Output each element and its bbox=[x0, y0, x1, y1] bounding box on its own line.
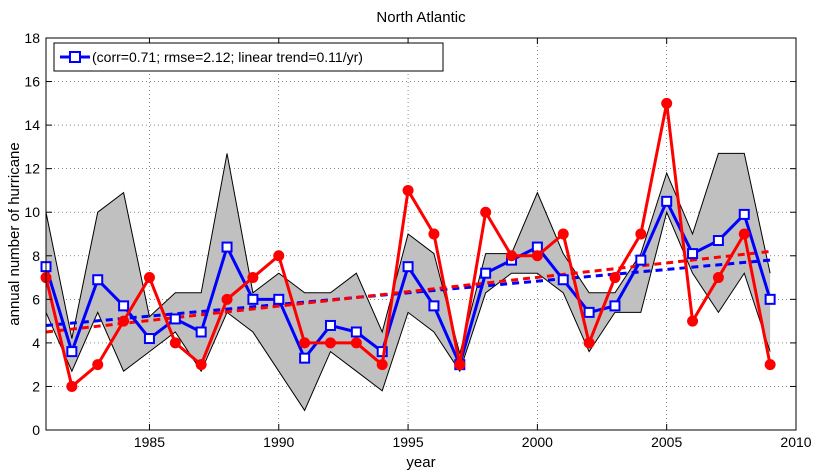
data-point-red bbox=[661, 97, 673, 109]
data-point-blue bbox=[583, 306, 595, 318]
x-tick-label: 2010 bbox=[780, 434, 811, 450]
data-point-red bbox=[609, 272, 621, 284]
series-blue bbox=[40, 195, 776, 371]
series-red bbox=[40, 97, 776, 392]
data-point-red bbox=[428, 228, 440, 240]
data-point-blue bbox=[169, 313, 181, 325]
data-point-blue bbox=[687, 248, 699, 260]
data-point-red bbox=[195, 359, 207, 371]
y-tick-label: 14 bbox=[24, 117, 40, 133]
band-upper-edge bbox=[45, 152, 771, 354]
data-point-red bbox=[712, 272, 724, 284]
data-point-red bbox=[635, 228, 647, 240]
x-tick-label: 1995 bbox=[392, 434, 423, 450]
data-point-blue bbox=[531, 241, 543, 253]
legend: (corr=0.71; rmse=2.12; linear trend=0.11… bbox=[53, 42, 444, 72]
data-point-red bbox=[402, 184, 414, 196]
x-tick-label: 2000 bbox=[522, 434, 553, 450]
y-tick-label: 4 bbox=[32, 335, 40, 351]
x-tick-label: 1990 bbox=[263, 434, 294, 450]
data-point-blue bbox=[402, 261, 414, 273]
data-point-red bbox=[687, 315, 699, 327]
data-point-blue bbox=[195, 326, 207, 338]
data-point-blue bbox=[661, 195, 673, 207]
data-point-blue bbox=[350, 326, 362, 338]
data-point-blue bbox=[143, 333, 155, 345]
x-axis-title: year bbox=[406, 454, 435, 471]
data-point-blue bbox=[66, 346, 78, 358]
data-point-blue bbox=[118, 300, 130, 312]
data-point-blue bbox=[764, 293, 776, 305]
data-point-blue bbox=[480, 267, 492, 279]
y-tick-label: 16 bbox=[24, 74, 40, 90]
legend-square-marker bbox=[69, 51, 81, 63]
data-point-blue bbox=[557, 274, 569, 286]
data-point-red bbox=[273, 250, 285, 262]
data-point-blue bbox=[273, 293, 285, 305]
x-tick-label: 1985 bbox=[134, 434, 165, 450]
data-point-red bbox=[299, 337, 311, 349]
data-point-blue bbox=[712, 235, 724, 247]
data-point-red bbox=[350, 337, 362, 349]
data-point-red bbox=[169, 337, 181, 349]
data-point-red bbox=[324, 337, 336, 349]
data-point-blue bbox=[247, 293, 259, 305]
data-point-red bbox=[764, 359, 776, 371]
data-point-red bbox=[531, 250, 543, 262]
data-point-blue bbox=[635, 254, 647, 266]
data-point-red bbox=[738, 228, 750, 240]
data-point-blue bbox=[738, 208, 750, 220]
data-point-red bbox=[583, 337, 595, 349]
data-point-red bbox=[118, 315, 130, 327]
y-tick-label: 0 bbox=[32, 422, 40, 438]
legend-label: (corr=0.71; rmse=2.12; linear trend=0.11… bbox=[92, 49, 363, 65]
y-tick-label: 6 bbox=[32, 291, 40, 307]
data-point-blue bbox=[299, 352, 311, 364]
y-tick-label: 12 bbox=[24, 161, 40, 177]
data-point-red bbox=[66, 380, 78, 392]
data-point-blue bbox=[428, 300, 440, 312]
data-point-red bbox=[454, 359, 466, 371]
chart-title: North Atlantic bbox=[376, 9, 466, 26]
y-axis-title: annual number of hurricane bbox=[6, 142, 23, 325]
y-tick-label: 18 bbox=[24, 30, 40, 46]
series bbox=[40, 97, 776, 392]
data-point-red bbox=[506, 250, 518, 262]
y-tick-label: 2 bbox=[32, 378, 40, 394]
data-point-blue bbox=[609, 300, 621, 312]
data-point-red bbox=[221, 293, 233, 305]
data-point-blue bbox=[92, 274, 104, 286]
data-point-red bbox=[247, 272, 259, 284]
axis-ticks: 1985 1990 1995 2000 2005 2010 0 2 4 6 8 10 12 14 16 18 bbox=[24, 30, 811, 450]
legend-box bbox=[53, 42, 444, 72]
data-point-red bbox=[92, 359, 104, 371]
data-point-blue bbox=[324, 319, 336, 331]
band-lower-edge bbox=[45, 210, 771, 412]
data-point-red bbox=[480, 206, 492, 218]
y-tick-label: 8 bbox=[32, 248, 40, 264]
data-point-red bbox=[557, 228, 569, 240]
plot-frame bbox=[45, 37, 797, 431]
data-point-blue bbox=[221, 241, 233, 253]
x-tick-label: 2005 bbox=[651, 434, 682, 450]
y-tick-label: 10 bbox=[24, 204, 40, 220]
data-point-red bbox=[376, 359, 388, 371]
data-point-red bbox=[143, 272, 155, 284]
